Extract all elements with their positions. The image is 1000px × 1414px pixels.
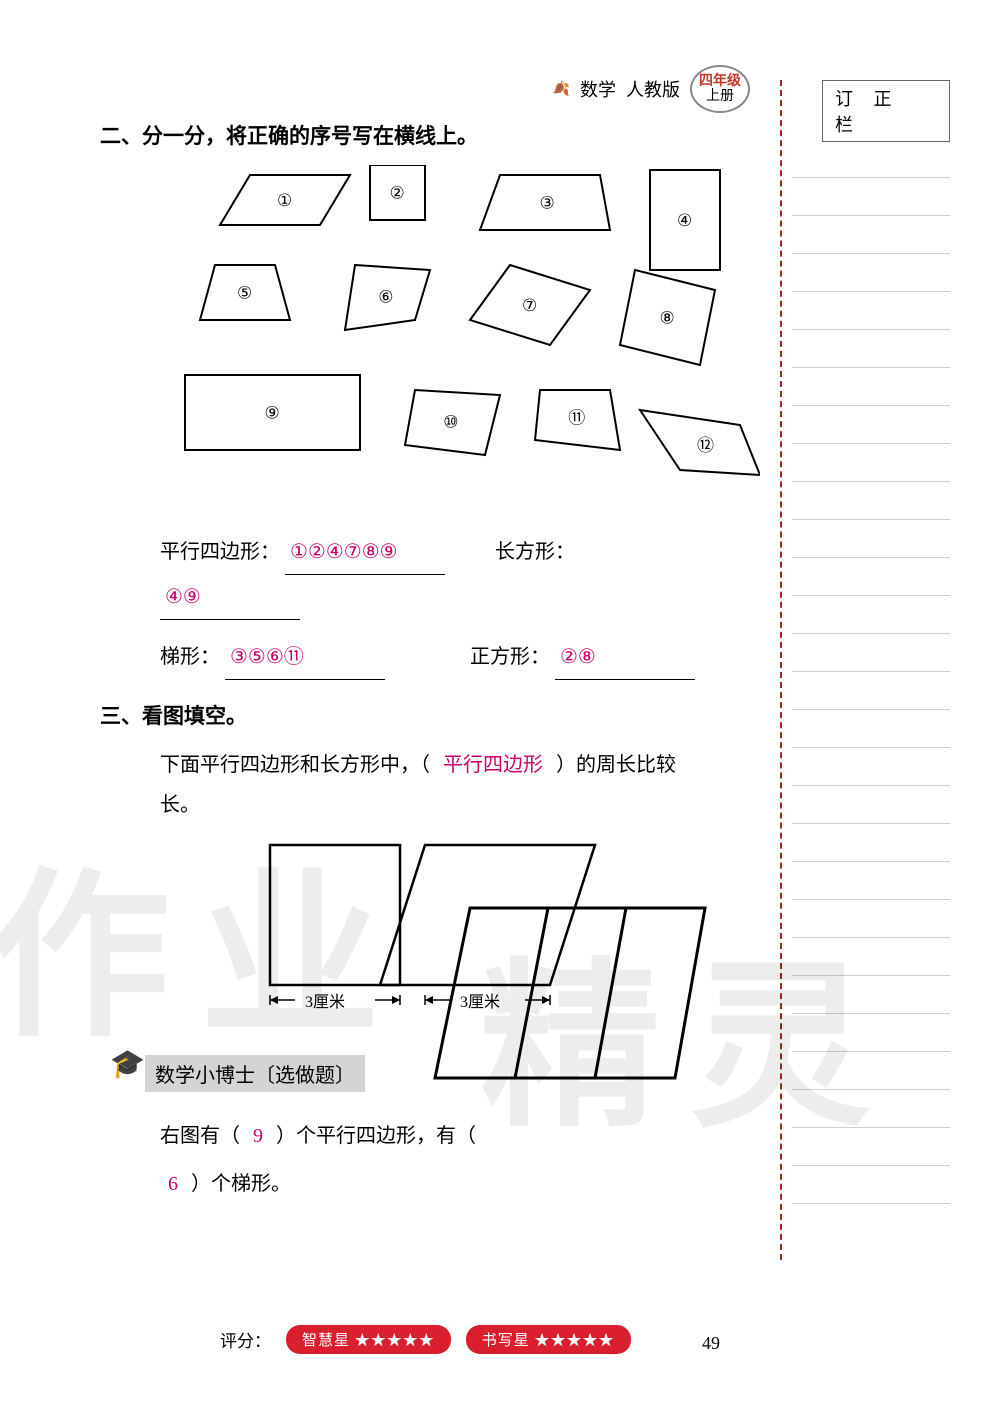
bonus-a2: 6: [160, 1173, 186, 1195]
page-number: 49: [702, 1333, 720, 1354]
svg-text:⑧: ⑧: [660, 309, 675, 328]
svg-text:①: ①: [277, 191, 292, 210]
footer-label: 评分：: [220, 1327, 271, 1352]
bonus-p2: ）个平行四边形，有（: [276, 1125, 476, 1147]
wisdom-badge: 智慧星 ★★★★★: [286, 1325, 451, 1354]
svg-text:⑩: ⑩: [443, 412, 458, 431]
section2-title: 二、分一分，将正确的序号写在横线上。: [100, 120, 700, 150]
bonus-text: 右图有（ 9 ）个平行四边形，有（ 6 ）个梯形。: [160, 1112, 480, 1208]
svg-text:②: ②: [390, 184, 405, 203]
correction-title: 订 正 栏: [822, 80, 950, 142]
trapezoid-label: 梯形：: [160, 635, 220, 679]
rectangle-answer: ④⑨: [160, 575, 300, 620]
svg-text:⑫: ⑫: [697, 436, 714, 455]
correction-lines: [792, 140, 950, 1204]
parallelogram-label: 平行四边形：: [160, 530, 280, 574]
square-label: 正方形：: [470, 635, 550, 679]
square-answer: ②⑧: [555, 635, 695, 680]
writing-badge: 书写星 ★★★★★: [466, 1325, 631, 1354]
svg-text:③: ③: [540, 194, 555, 213]
scholar-icon: 🎓: [110, 1047, 145, 1081]
page-content: 二、分一分，将正确的序号写在横线上。 ① ② ③ ④ ⑤ ⑥ ⑦ ⑧ ⑨ ⑩ ⑪ ⑫ 平行四边形： ①…: [0, 0, 750, 1248]
bonus-svg: [430, 903, 710, 1093]
svg-text:⑪: ⑪: [568, 409, 585, 428]
bonus-a1: 9: [245, 1125, 271, 1147]
svg-text:⑤: ⑤: [237, 284, 252, 303]
correction-column: 订 正 栏: [780, 80, 950, 1260]
svg-text:⑨: ⑨: [265, 404, 280, 423]
bonus-title-text: 数学小博士〔选做题〕: [155, 1065, 355, 1087]
shapes-svg: ① ② ③ ④ ⑤ ⑥ ⑦ ⑧ ⑨ ⑩ ⑪ ⑫: [130, 165, 760, 515]
parallelogram-answer: ①②④⑦⑧⑨: [285, 530, 445, 575]
answer-row-2: 梯形： ③⑤⑥⑪ 正方形： ②⑧: [160, 635, 700, 680]
q3-before: 下面平行四边形和长方形中，（: [160, 754, 430, 776]
q3-answer: 平行四边形: [435, 754, 551, 776]
svg-text:⑦: ⑦: [522, 296, 537, 315]
bonus-p3: ）个梯形。: [191, 1173, 291, 1195]
bonus-diagram: [430, 903, 710, 1093]
svg-text:④: ④: [677, 211, 692, 230]
page-footer: 评分： 智慧星 ★★★★★ 书写星 ★★★★★: [220, 1325, 631, 1354]
trapezoid-answer: ③⑤⑥⑪: [225, 635, 385, 680]
svg-text:⑥: ⑥: [378, 287, 393, 306]
bonus-title: 🎓 数学小博士〔选做题〕: [145, 1055, 365, 1092]
bonus-p1: 右图有（: [160, 1125, 240, 1147]
q3-label1: 3厘米: [305, 993, 345, 1011]
q3-text: 下面平行四边形和长方形中，（ 平行四边形 ）的周长比较长。: [160, 745, 700, 825]
section3-title: 三、看图填空。: [100, 700, 700, 730]
rectangle-label: 长方形：: [495, 530, 575, 574]
answer-row-1: 平行四边形： ①②④⑦⑧⑨ 长方形： ④⑨: [160, 530, 700, 620]
shapes-diagram-area: ① ② ③ ④ ⑤ ⑥ ⑦ ⑧ ⑨ ⑩ ⑪ ⑫: [130, 165, 760, 515]
